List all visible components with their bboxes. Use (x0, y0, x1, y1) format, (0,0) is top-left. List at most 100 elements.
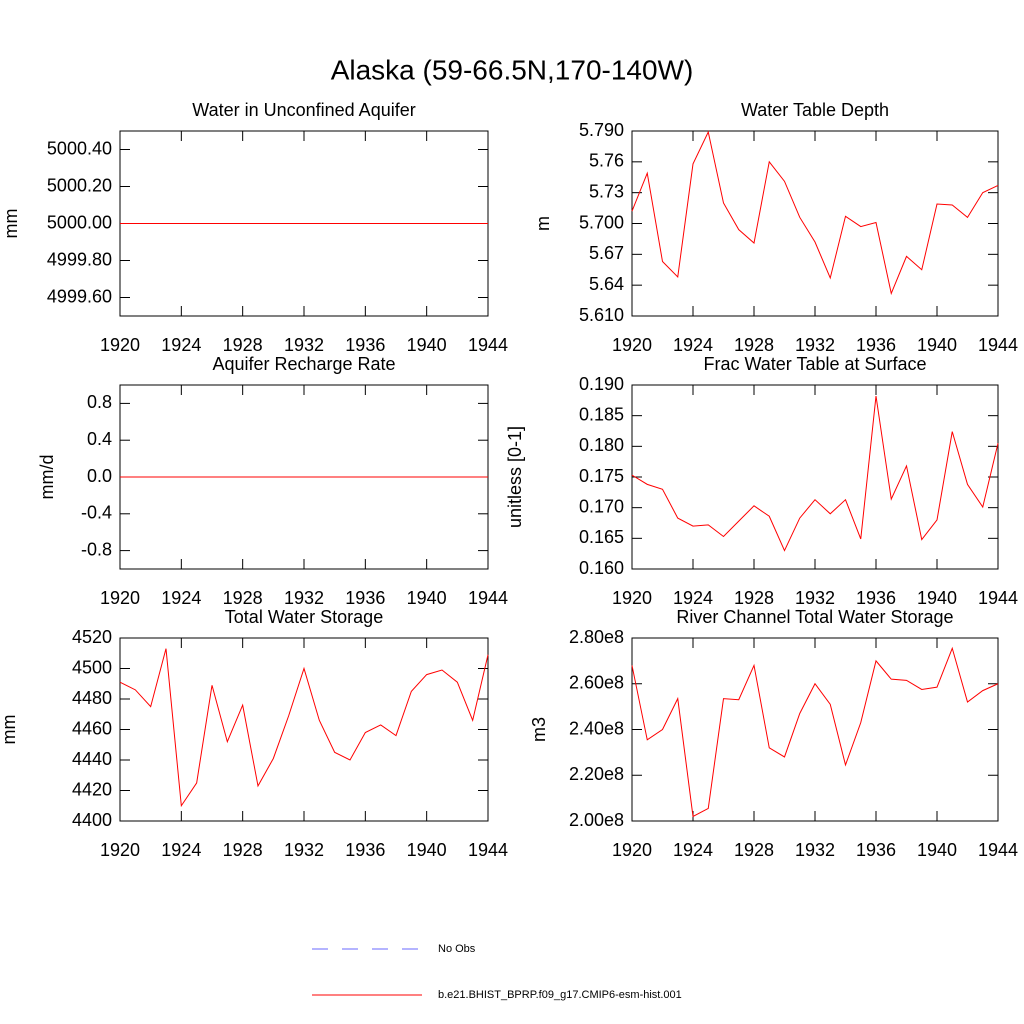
y-tick-label: 5000.40 (47, 138, 112, 158)
x-tick-label: 1944 (978, 335, 1018, 355)
x-tick-label: 1924 (161, 588, 201, 608)
y-tick-label: 4400 (72, 810, 112, 830)
y-tick-label: -0.8 (81, 539, 112, 559)
y-tick-label: 2.00e8 (569, 810, 624, 830)
x-tick-label: 1940 (917, 588, 957, 608)
panel-title: Water Table Depth (741, 100, 889, 120)
x-tick-label: 1920 (612, 335, 652, 355)
panel-title: Frac Water Table at Surface (703, 354, 926, 374)
x-tick-label: 1928 (734, 335, 774, 355)
x-tick-label: 1944 (468, 840, 508, 860)
panel-title: Water in Unconfined Aquifer (192, 100, 415, 120)
y-axis-label: unitless [0-1] (505, 426, 525, 528)
x-tick-label: 1920 (612, 588, 652, 608)
plot-frame (119, 637, 489, 822)
y-tick-label: 2.40e8 (569, 718, 624, 738)
y-tick-label: 5.700 (579, 212, 624, 232)
x-tick-label: 1944 (468, 588, 508, 608)
x-tick-label: 1944 (978, 840, 1018, 860)
y-tick-label: 5.610 (579, 305, 624, 325)
y-axis-label: mm (0, 715, 19, 745)
y-tick-label: 5.73 (589, 181, 624, 201)
x-tick-label: 1936 (856, 840, 896, 860)
x-tick-label: 1928 (734, 840, 774, 860)
x-tick-label: 1932 (795, 840, 835, 860)
data-line (631, 395, 999, 552)
legend-label: b.e21.BHIST_BPRP.f09_g17.CMIP6-esm-hist.… (438, 989, 682, 1001)
y-tick-label: 5.64 (589, 274, 624, 294)
y-tick-label: 5.790 (579, 120, 624, 140)
plot-frame (631, 637, 999, 822)
plot-frame (631, 130, 999, 317)
y-tick-label: 0.160 (579, 558, 624, 578)
x-tick-label: 1920 (100, 588, 140, 608)
legend-label: No Obs (438, 943, 476, 955)
y-tick-label: 0.4 (87, 429, 112, 449)
y-tick-label: 4480 (72, 688, 112, 708)
plot-frame (631, 384, 999, 570)
y-axis-label: m (533, 216, 553, 231)
figure-title: Alaska (59-66.5N,170-140W) (331, 54, 694, 85)
x-tick-label: 1940 (407, 588, 447, 608)
y-tick-label: 2.60e8 (569, 673, 624, 693)
x-tick-label: 1936 (345, 588, 385, 608)
y-tick-label: 0.190 (579, 374, 624, 394)
y-tick-label: 4440 (72, 749, 112, 769)
y-tick-label: 4999.60 (47, 286, 112, 306)
x-tick-label: 1944 (468, 335, 508, 355)
x-tick-label: 1928 (223, 840, 263, 860)
data-line (119, 648, 489, 808)
x-tick-label: 1924 (161, 840, 201, 860)
panel-title: River Channel Total Water Storage (676, 607, 953, 627)
y-tick-label: 4420 (72, 779, 112, 799)
x-tick-label: 1936 (345, 840, 385, 860)
y-tick-label: 2.80e8 (569, 627, 624, 647)
panel-title: Aquifer Recharge Rate (212, 354, 395, 374)
x-tick-label: 1928 (223, 335, 263, 355)
y-tick-label: 5000.00 (47, 212, 112, 232)
y-tick-label: 0.8 (87, 392, 112, 412)
y-tick-label: 4999.80 (47, 249, 112, 269)
x-tick-label: 1932 (284, 588, 324, 608)
x-tick-label: 1940 (917, 335, 957, 355)
x-tick-label: 1936 (856, 335, 896, 355)
y-tick-label: 4520 (72, 627, 112, 647)
x-tick-label: 1936 (345, 335, 385, 355)
y-tick-label: 0.170 (579, 496, 624, 516)
x-tick-label: 1932 (795, 588, 835, 608)
x-tick-label: 1924 (673, 588, 713, 608)
x-tick-label: 1940 (917, 840, 957, 860)
y-axis-label: m3 (529, 717, 549, 742)
x-tick-label: 1944 (978, 588, 1018, 608)
x-tick-label: 1936 (856, 588, 896, 608)
y-tick-label: 2.20e8 (569, 764, 624, 784)
x-tick-label: 1932 (795, 335, 835, 355)
y-tick-label: 0.0 (87, 466, 112, 486)
x-tick-label: 1920 (100, 335, 140, 355)
y-tick-label: 5.67 (589, 243, 624, 263)
y-tick-label: -0.4 (81, 503, 112, 523)
y-tick-label: 4460 (72, 718, 112, 738)
y-tick-label: 5.76 (589, 151, 624, 171)
y-tick-label: 0.165 (579, 527, 624, 547)
x-tick-label: 1928 (734, 588, 774, 608)
x-tick-label: 1924 (673, 840, 713, 860)
data-line (631, 646, 999, 818)
x-tick-label: 1932 (284, 840, 324, 860)
x-tick-label: 1924 (161, 335, 201, 355)
x-tick-label: 1932 (284, 335, 324, 355)
y-tick-label: 0.175 (579, 466, 624, 486)
x-tick-label: 1920 (100, 840, 140, 860)
y-axis-label: mm (1, 209, 21, 239)
y-tick-label: 4500 (72, 657, 112, 677)
panel-title: Total Water Storage (225, 607, 383, 627)
y-tick-label: 5000.20 (47, 175, 112, 195)
x-tick-label: 1928 (223, 588, 263, 608)
y-tick-label: 0.185 (579, 404, 624, 424)
y-tick-label: 0.180 (579, 435, 624, 455)
x-tick-label: 1924 (673, 335, 713, 355)
x-tick-label: 1940 (407, 840, 447, 860)
data-line (631, 130, 999, 296)
x-tick-label: 1920 (612, 840, 652, 860)
